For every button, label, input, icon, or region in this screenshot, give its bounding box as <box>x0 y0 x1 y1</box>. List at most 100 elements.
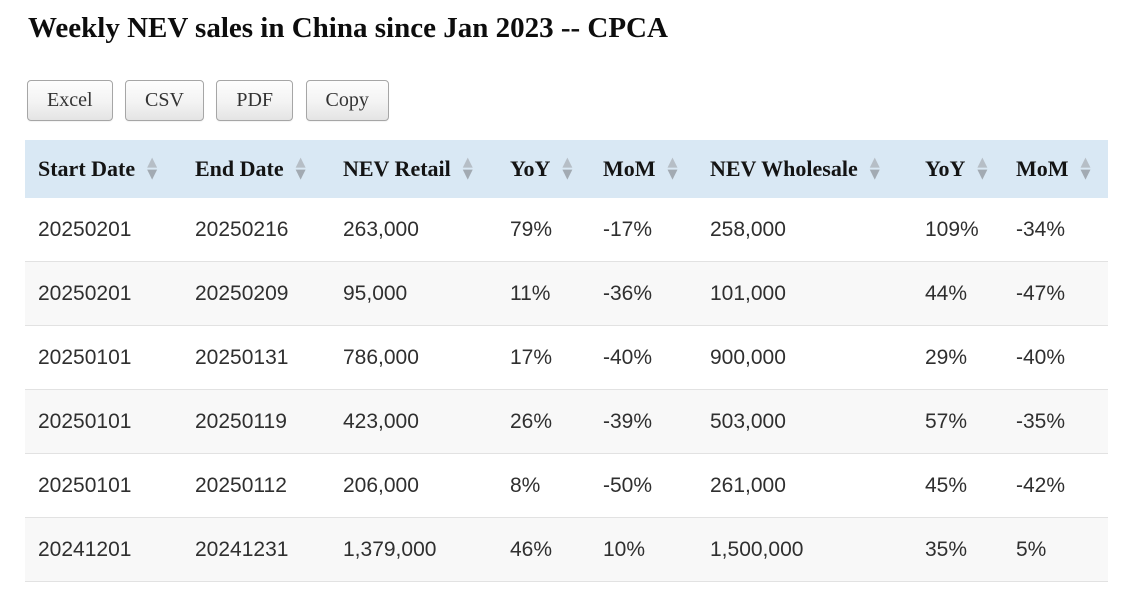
cell-end-date: 20250131 <box>182 325 330 390</box>
cell-nev-wholesale: 503,000 <box>697 389 912 454</box>
column-label: YoY <box>510 156 551 181</box>
table-head: Start Date ▲ ▼ End Date ▲ ▼ NEV Retail ▲ ▼ YoY ▲ ▼ M… <box>25 140 1108 198</box>
sort-up-icon: ▲ <box>869 154 880 170</box>
copy-button[interactable]: Copy <box>305 80 389 121</box>
cell-end-date: 20250119 <box>182 389 330 454</box>
cell-wholesale-yoy: 45% <box>912 453 1003 518</box>
sort-down-icon: ▼ <box>147 166 158 182</box>
cell-nev-retail: 423,000 <box>330 389 497 454</box>
cell-retail-yoy: 79% <box>497 198 590 262</box>
cell-retail-yoy: 11% <box>497 261 590 326</box>
cell-retail-mom: -39% <box>590 389 697 454</box>
cell-wholesale-mom: -47% <box>1003 261 1108 326</box>
sort-up-icon: ▲ <box>562 154 573 170</box>
cell-retail-mom: -17% <box>590 198 697 262</box>
sort-up-icon: ▲ <box>667 154 678 170</box>
column-header-retail-mom[interactable]: MoM ▲ ▼ <box>590 140 697 198</box>
cell-end-date: 20250209 <box>182 261 330 326</box>
table-row: 20250101 20250131 786,000 17% -40% 900,000 29%… <box>25 325 1108 390</box>
cell-nev-retail: 95,000 <box>330 261 497 326</box>
column-header-wholesale-yoy[interactable]: YoY ▲ ▼ <box>912 140 1003 198</box>
cell-retail-mom: -40% <box>590 325 697 390</box>
cell-end-date: 20250112 <box>182 453 330 518</box>
export-toolbar: Excel CSV PDF Copy <box>27 80 1121 121</box>
sort-both-icon: ▲ ▼ <box>462 154 473 182</box>
column-label: NEV Retail <box>343 156 451 181</box>
cell-end-date: 20250216 <box>182 198 330 262</box>
column-label: Start Date <box>38 156 136 181</box>
cell-wholesale-yoy: 35% <box>912 517 1003 582</box>
column-header-nev-wholesale[interactable]: NEV Wholesale ▲ ▼ <box>697 140 912 198</box>
column-header-end-date[interactable]: End Date ▲ ▼ <box>182 140 330 198</box>
cell-start-date: 20250201 <box>25 261 182 326</box>
table-body: 20250201 20250216 263,000 79% -17% 258,000 109… <box>25 198 1108 582</box>
sort-down-icon: ▼ <box>869 166 880 182</box>
cell-retail-yoy: 26% <box>497 389 590 454</box>
sort-down-icon: ▼ <box>977 166 988 182</box>
sort-both-icon: ▲ ▼ <box>869 154 880 182</box>
cell-start-date: 20250101 <box>25 389 182 454</box>
column-header-start-date[interactable]: Start Date ▲ ▼ <box>25 140 182 198</box>
cell-start-date: 20241201 <box>25 517 182 582</box>
sort-both-icon: ▲ ▼ <box>667 154 678 182</box>
cell-nev-retail: 206,000 <box>330 453 497 518</box>
sort-both-icon: ▲ ▼ <box>1080 154 1091 181</box>
cell-retail-yoy: 8% <box>497 453 590 518</box>
column-label: NEV Wholesale <box>710 156 858 181</box>
sort-both-icon: ▲ ▼ <box>977 154 988 182</box>
cell-wholesale-yoy: 57% <box>912 389 1003 454</box>
table-row: 20250101 20250119 423,000 26% -39% 503,000 57%… <box>25 389 1108 454</box>
cell-wholesale-yoy: 29% <box>912 325 1003 390</box>
table-row: 20241201 20241231 1,379,000 46% 10% 1,500,000… <box>25 517 1108 582</box>
export-excel-button[interactable]: Excel <box>27 80 113 121</box>
cell-start-date: 20250101 <box>25 453 182 518</box>
column-label: YoY <box>925 156 966 181</box>
sort-both-icon: ▲ ▼ <box>147 154 158 182</box>
sort-down-icon: ▼ <box>462 166 473 182</box>
sort-up-icon: ▲ <box>977 154 988 170</box>
table-row: 20250201 20250209 95,000 11% -36% 101,000 44% -… <box>25 261 1108 326</box>
sort-up-icon: ▲ <box>462 154 473 170</box>
cell-nev-wholesale: 258,000 <box>697 198 912 262</box>
cell-nev-wholesale: 900,000 <box>697 325 912 390</box>
sort-up-icon: ▲ <box>295 154 306 170</box>
page-title: Weekly NEV sales in China since Jan 2023… <box>28 12 668 44</box>
sort-down-icon: ▼ <box>295 166 306 182</box>
cell-wholesale-mom: 5% <box>1003 517 1108 582</box>
export-csv-button[interactable]: CSV <box>124 80 204 121</box>
column-header-wholesale-mom[interactable]: MoM ▲ ▼ <box>1003 140 1108 198</box>
cell-wholesale-mom: -40% <box>1003 325 1108 390</box>
cell-wholesale-mom: -34% <box>1003 198 1108 262</box>
table-row: 20250201 20250216 263,000 79% -17% 258,000 109… <box>25 198 1108 262</box>
sort-both-icon: ▲ ▼ <box>295 154 306 182</box>
cell-end-date: 20241231 <box>182 517 330 582</box>
sort-both-icon: ▲ ▼ <box>562 154 573 182</box>
cell-nev-retail: 786,000 <box>330 325 497 390</box>
sort-up-icon: ▲ <box>147 154 158 170</box>
column-header-nev-retail[interactable]: NEV Retail ▲ ▼ <box>330 140 497 198</box>
export-pdf-button[interactable]: PDF <box>216 80 294 121</box>
cell-retail-mom: -36% <box>590 261 697 326</box>
sort-down-icon: ▼ <box>562 166 573 182</box>
cell-wholesale-mom: -42% <box>1003 453 1108 518</box>
cell-retail-yoy: 17% <box>497 325 590 390</box>
data-table: Start Date ▲ ▼ End Date ▲ ▼ NEV Retail ▲ ▼ YoY ▲ ▼ M… <box>25 140 1108 582</box>
sort-up-icon: ▲ <box>1080 154 1091 170</box>
cell-start-date: 20250201 <box>25 198 182 262</box>
header-row: Start Date ▲ ▼ End Date ▲ ▼ NEV Retail ▲ ▼ YoY ▲ ▼ M… <box>25 140 1108 198</box>
sort-down-icon: ▼ <box>667 166 678 182</box>
cell-nev-retail: 263,000 <box>330 198 497 262</box>
cell-wholesale-yoy: 44% <box>912 261 1003 326</box>
column-label: End Date <box>195 156 284 181</box>
cell-nev-wholesale: 261,000 <box>697 453 912 518</box>
cell-wholesale-mom: -35% <box>1003 389 1108 454</box>
cell-wholesale-yoy: 109% <box>912 198 1003 262</box>
table-row: 20250101 20250112 206,000 8% -50% 261,000 45% -… <box>25 453 1108 518</box>
column-header-retail-yoy[interactable]: YoY ▲ ▼ <box>497 140 590 198</box>
cell-retail-mom: -50% <box>590 453 697 518</box>
cell-nev-wholesale: 1,500,000 <box>697 517 912 582</box>
column-label: MoM <box>603 156 656 181</box>
column-label: MoM <box>1016 156 1069 181</box>
cell-retail-mom: 10% <box>590 517 697 582</box>
